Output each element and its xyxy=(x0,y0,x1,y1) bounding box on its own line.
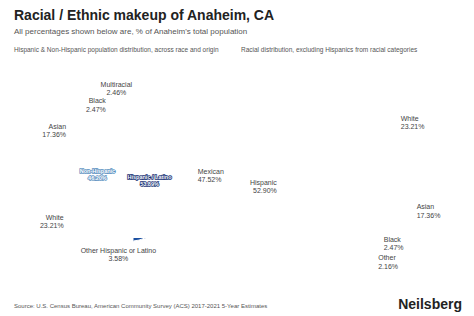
data-label-category: Asian xyxy=(417,203,435,210)
data-label-value: 2.16% xyxy=(378,263,398,270)
data-label-category: Asian xyxy=(49,123,67,130)
chart-root: Racial / Ethnic makeup of Anaheim, CA All… xyxy=(0,0,474,316)
data-label: White23.21% xyxy=(401,115,425,130)
data-label: Multiracial2.46% xyxy=(101,81,133,96)
data-label-category: Hispanic / Latino xyxy=(128,174,173,180)
data-label-value: 17.36% xyxy=(417,212,441,219)
data-label: Asian17.36% xyxy=(42,123,66,138)
brand-annotation: Neilsberg xyxy=(398,296,462,312)
data-label: White23.21% xyxy=(40,214,64,229)
data-label: Black2.47% xyxy=(384,236,404,251)
data-label-value: 52.90% xyxy=(253,187,277,194)
data-label-value: 2.47% xyxy=(384,244,404,251)
data-label-category: Other Hispanic or Latino xyxy=(81,247,157,255)
data-label-value: 2.46% xyxy=(106,89,126,96)
data-label: Other Hispanic or Latino3.58% xyxy=(81,247,157,262)
chart-title: Racial distribution, excluding Hispanics… xyxy=(241,46,418,54)
data-label: Hispanic52.90% xyxy=(250,179,277,194)
data-label: Mexican47.52% xyxy=(198,168,224,183)
data-label-value: 23.21% xyxy=(40,222,64,229)
data-label: Hispanic / Latino53.89% xyxy=(128,174,173,187)
data-label-category: Black xyxy=(89,97,107,104)
pie-labels: Mexican47.52% Other Hispanic or Latino3.5… xyxy=(40,81,224,262)
data-label-value: 23.21% xyxy=(401,123,425,130)
pie-marks xyxy=(134,238,188,242)
data-label-value: 46.20% xyxy=(88,175,107,181)
data-label-category: Non-Hispanic xyxy=(80,168,115,174)
data-label-category: Mexican xyxy=(198,168,224,175)
data-label-category: Other xyxy=(378,254,396,261)
data-label-value: 47.52% xyxy=(198,176,222,183)
data-label-value: 17.36% xyxy=(42,131,66,138)
chart-title: Hispanic & Non-Hispanic population distr… xyxy=(14,46,219,54)
data-label-value: 3.58% xyxy=(108,255,128,262)
title: Racial / Ethnic makeup of Anaheim, CA xyxy=(14,7,274,23)
data-label-category: White xyxy=(46,214,64,221)
data-label: Black 2.47% xyxy=(86,97,106,112)
data-label-category: White xyxy=(401,115,419,122)
data-label-category: Multiracial xyxy=(101,81,133,88)
pie-slice xyxy=(134,238,188,242)
data-label-category: Hispanic xyxy=(250,179,277,187)
source-note: Source: U.S. Census Bureau, American Com… xyxy=(14,303,267,309)
pie-labels: White23.21% Asian 17.36% Black2.47% Other 2.1… xyxy=(250,115,440,270)
data-label: Asian 17.36% xyxy=(417,203,441,218)
data-label-value: 53.89% xyxy=(140,181,159,187)
data-label-category: Black xyxy=(384,236,402,243)
data-label: Non-Hispanic46.20% xyxy=(80,168,115,181)
data-label-value: 2.47% xyxy=(86,106,106,113)
data-label: Other 2.16% xyxy=(378,254,398,269)
subtitle: All percentages shown below are, % of An… xyxy=(14,27,247,36)
